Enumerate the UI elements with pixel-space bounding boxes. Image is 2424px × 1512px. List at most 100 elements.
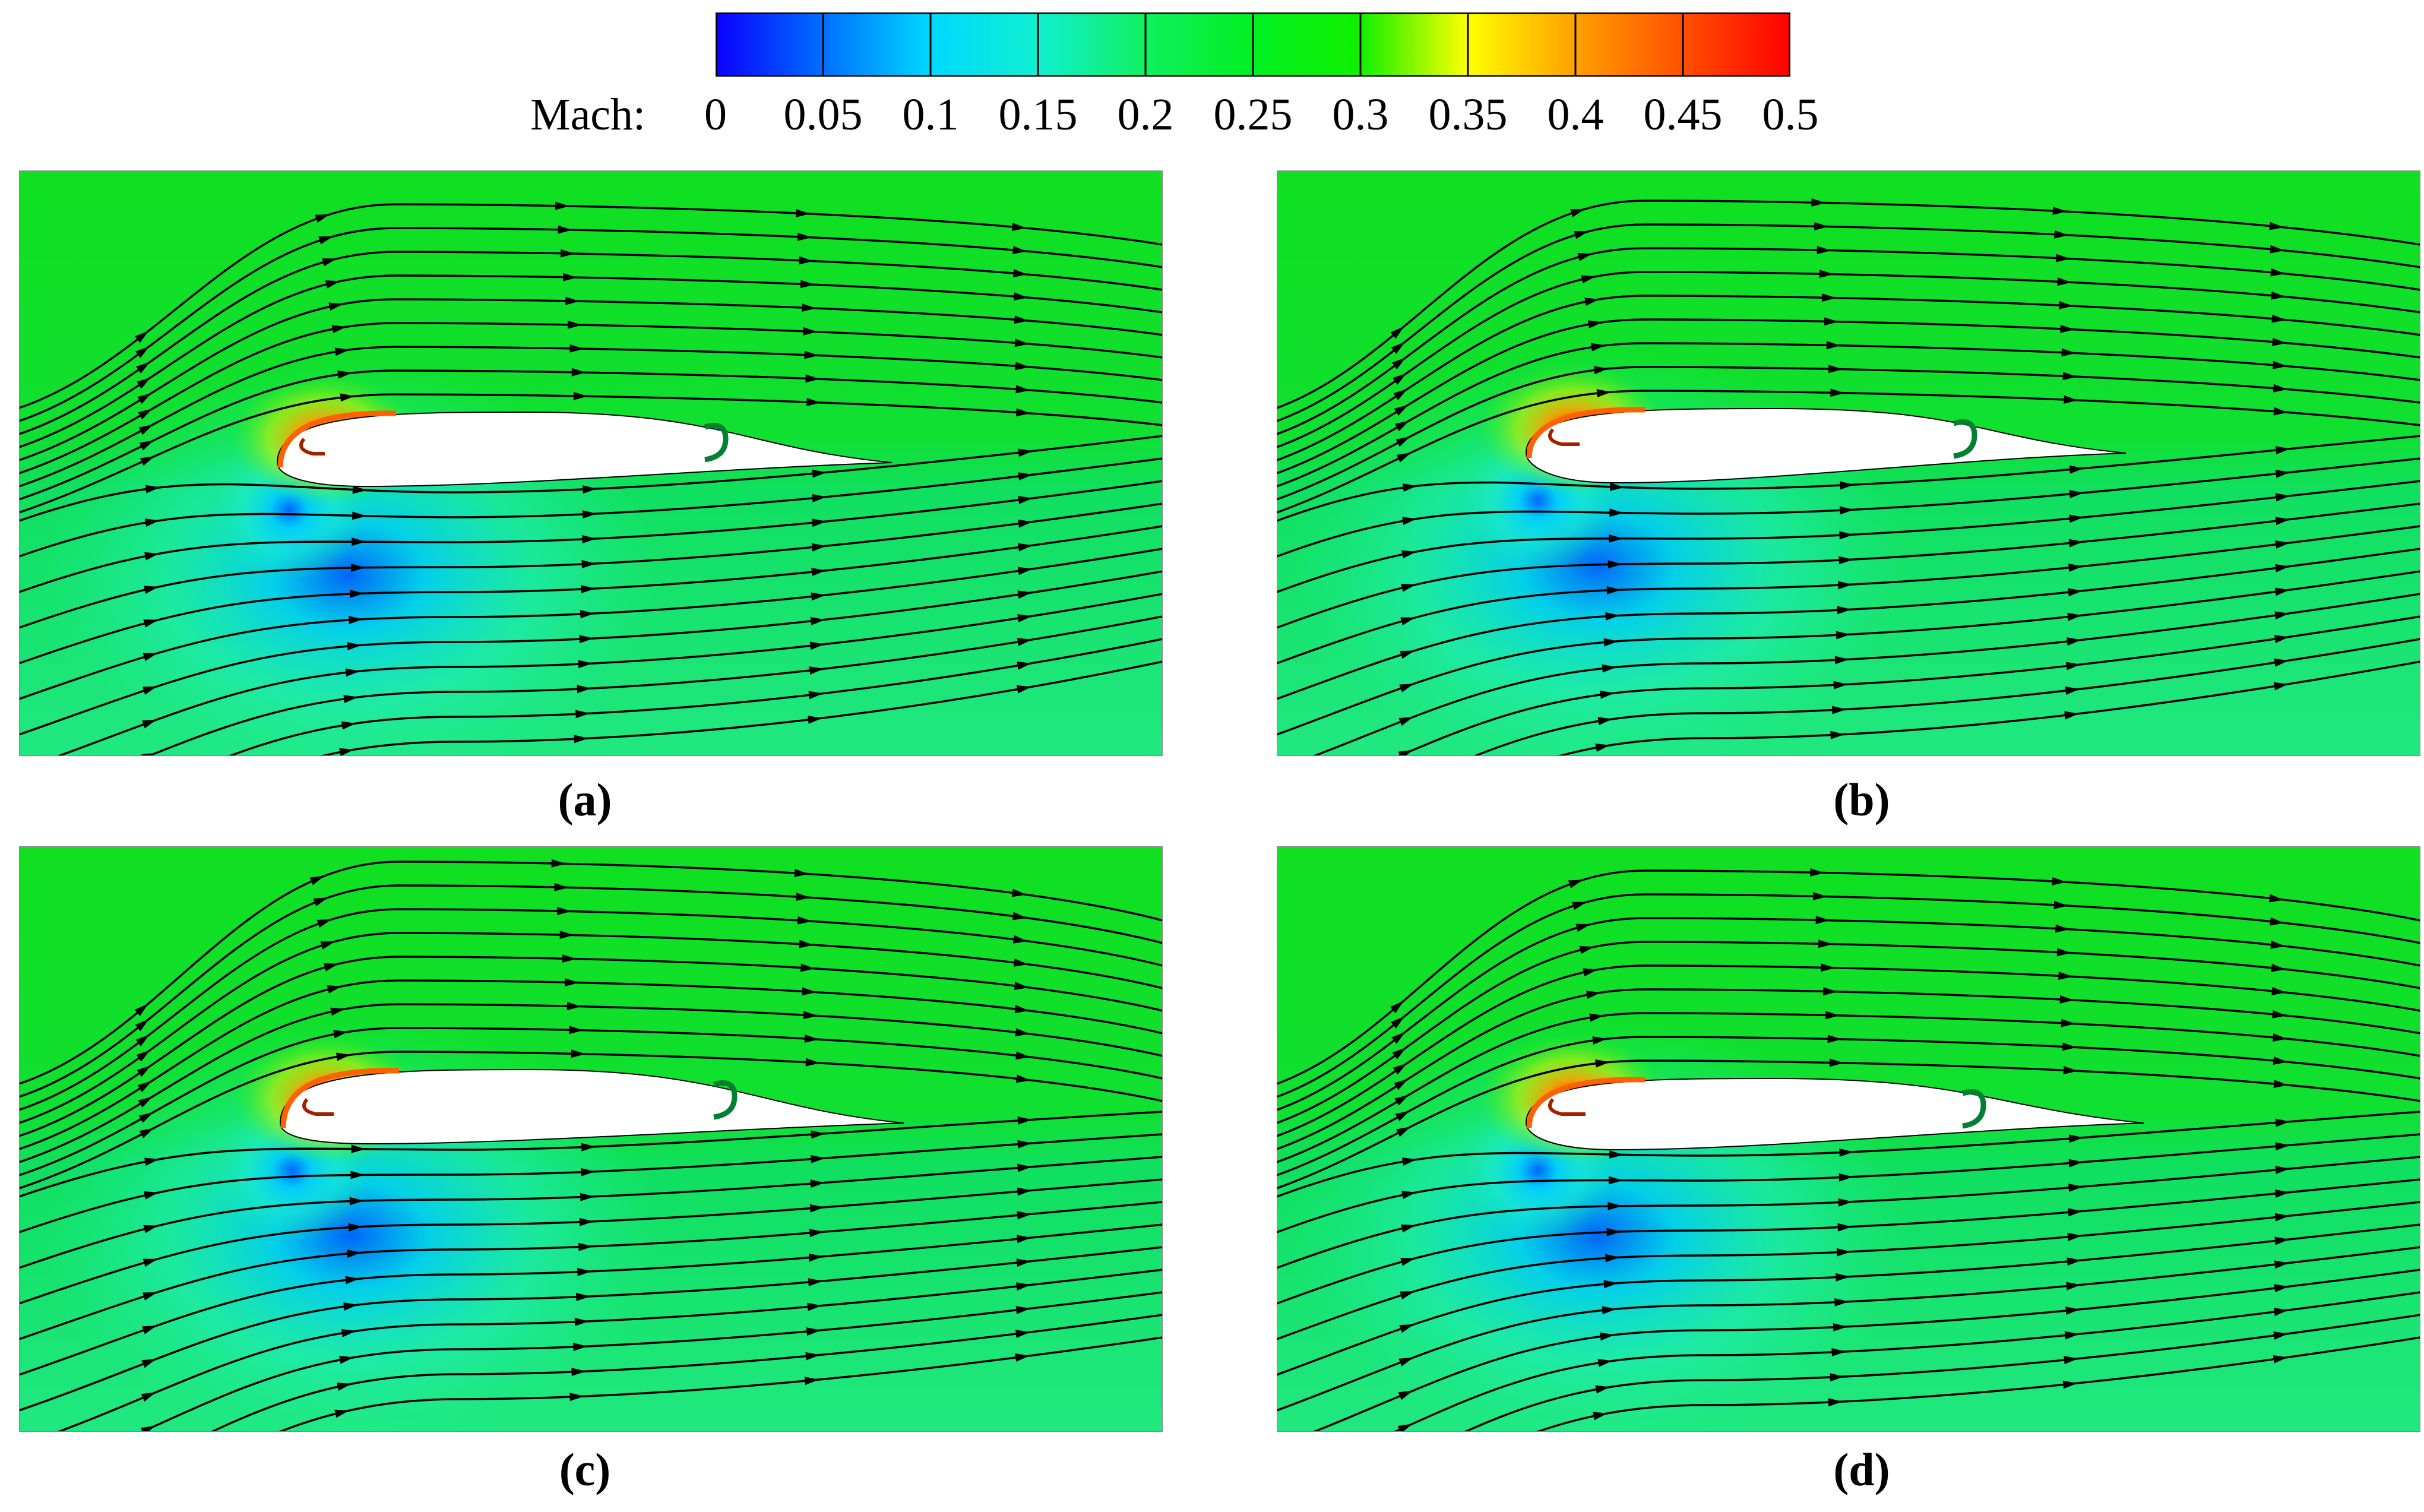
streamline-arrow — [139, 1128, 154, 1138]
streamline-arrow — [794, 869, 809, 878]
streamline-arrow — [1824, 317, 1839, 326]
streamline-arrow — [1830, 1373, 1844, 1382]
streamline — [1277, 1246, 2420, 1412]
streamline-arrow — [142, 719, 157, 729]
streamline-arrow — [1838, 1173, 1853, 1182]
streamline-arrow — [340, 393, 355, 402]
streamline-arrow — [1011, 888, 1027, 897]
streamline-arrow — [1014, 315, 1029, 324]
streamline-arrow — [2057, 277, 2072, 286]
streamline — [1277, 917, 2420, 1111]
streamline-arrow — [2275, 469, 2290, 478]
streamline-arrow — [1834, 1298, 1849, 1307]
streamline-arrow — [145, 485, 160, 494]
flap-tab — [1961, 1089, 1986, 1129]
streamline-arrow — [1568, 880, 1583, 888]
colorbar-tick: 0.2 — [1117, 90, 1174, 140]
streamline — [1396, 615, 2420, 756]
streamline-arrow — [2064, 1331, 2080, 1340]
streamline — [19, 548, 1163, 700]
streamline-arrow — [2275, 564, 2290, 572]
streamline-arrow — [2052, 206, 2067, 215]
streamline-arrow — [144, 1191, 159, 1200]
streamline — [1277, 366, 2420, 501]
streamline-arrow — [2274, 587, 2290, 596]
streamline-arrow — [2068, 1208, 2083, 1217]
colorbar-tick: 0.5 — [1762, 90, 1819, 140]
streamline-arrow — [804, 1034, 819, 1043]
streamline-arrow — [812, 518, 827, 527]
streamline-arrow — [2060, 324, 2075, 333]
streamline — [1277, 1133, 2420, 1233]
streamline-arrow — [808, 1278, 823, 1287]
streamline-arrow — [141, 1425, 156, 1432]
streamline — [19, 1003, 1163, 1163]
streamline-arrow — [1831, 1348, 1846, 1357]
streamline-arrow — [2273, 682, 2289, 691]
streamline-arrow — [1591, 343, 1606, 352]
streamline-arrow — [1390, 326, 1404, 339]
streamline-arrow — [565, 296, 580, 305]
streamline-arrow — [1839, 1148, 1854, 1157]
streamline-arrow — [2065, 1307, 2080, 1315]
streamline-arrow — [1609, 534, 1624, 543]
streamline-arrow — [1819, 270, 1834, 279]
streamline-arrow — [797, 232, 812, 241]
streamline-arrow — [578, 1242, 593, 1251]
streamline-arrow — [1016, 1258, 1031, 1267]
flap-tab — [713, 1080, 738, 1120]
streamline-arrow — [577, 685, 591, 694]
streamline — [1277, 1201, 2420, 1340]
streamline-arrow — [2052, 877, 2067, 885]
streamline-arrow — [1827, 1035, 1842, 1043]
panel-caption-b: (b) — [1833, 774, 1890, 825]
streamline-arrow — [2274, 1236, 2289, 1245]
streamline-arrow — [811, 568, 826, 577]
streamline-arrow — [1821, 963, 1836, 972]
streamline-arrow — [2069, 465, 2084, 474]
airfoil — [1525, 1077, 2144, 1151]
streamline-arrow — [560, 249, 575, 258]
streamline — [1277, 570, 2420, 736]
streamline-arrow — [1839, 531, 1854, 540]
colorbar-tick: 0.35 — [1428, 90, 1508, 140]
streamline — [1277, 223, 2420, 422]
streamline-arrow — [2063, 1066, 2078, 1075]
streamline-arrow — [557, 906, 572, 915]
streamline-arrow — [350, 563, 365, 572]
streamline-arrow — [1016, 1282, 1031, 1291]
colorbar-tick: 0.1 — [902, 90, 959, 140]
streamline-arrow — [337, 370, 352, 379]
streamline-arrow — [1015, 1330, 1030, 1338]
streamline-arrow — [1584, 298, 1600, 306]
colorbar-tick: 0.05 — [783, 90, 863, 140]
streamline-arrow — [339, 748, 355, 756]
streamline-arrow — [1840, 481, 1855, 490]
streamline-arrow — [1587, 320, 1603, 329]
streamline — [1277, 200, 2420, 409]
streamline-arrow — [1838, 1198, 1853, 1207]
streamline — [19, 1133, 1163, 1233]
streamline-arrow — [1574, 231, 1589, 239]
streamline — [1277, 247, 2420, 435]
streamline-arrow — [141, 1359, 157, 1368]
streamline-arrow — [573, 1343, 588, 1351]
streamline-arrow — [143, 653, 158, 662]
streamline-arrow — [582, 510, 597, 519]
streamline-arrow — [1012, 935, 1028, 944]
streamline-arrow — [2274, 1284, 2289, 1293]
streamline-arrow — [134, 1004, 148, 1016]
streamline-arrow — [1823, 987, 1838, 996]
streamline-arrow — [799, 940, 814, 948]
streamline-arrow — [2273, 1080, 2289, 1089]
streamline-arrow — [318, 236, 334, 245]
streamline-arrow — [804, 1377, 819, 1386]
streamline-arrow — [2275, 517, 2290, 526]
mach-contour-plot — [1277, 846, 2420, 1432]
streamline-arrow — [1391, 357, 1406, 369]
streamline-arrow — [1013, 292, 1029, 301]
streamline — [19, 1027, 1163, 1176]
streamline-arrow — [2273, 1033, 2287, 1042]
streamline — [1277, 318, 2420, 475]
streamline-arrow — [2272, 1010, 2287, 1018]
